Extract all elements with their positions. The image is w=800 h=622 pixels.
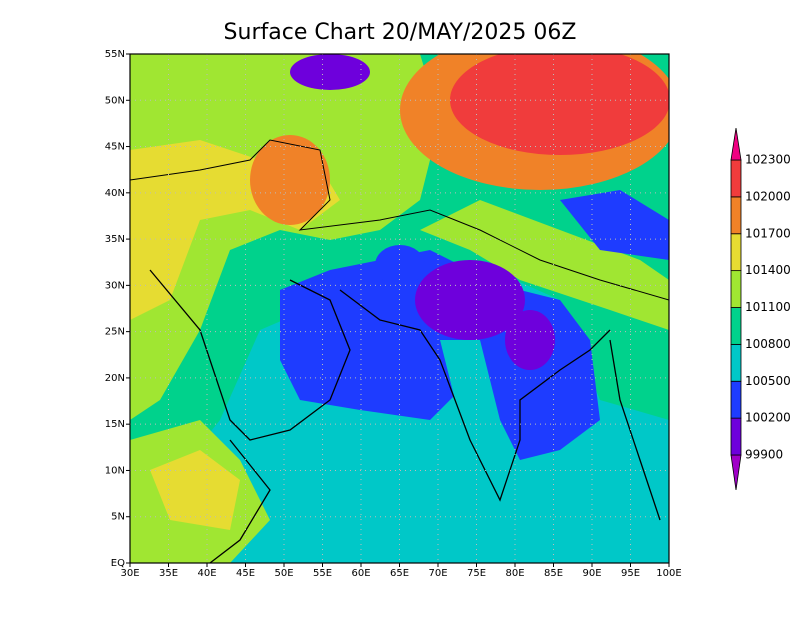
colorbar-label: 102000 xyxy=(745,189,791,203)
colorbar-label: 101100 xyxy=(745,300,791,314)
colorbar-label: 101700 xyxy=(745,226,791,240)
x-tick-label: 90E xyxy=(582,568,601,579)
y-tick-label: 55N xyxy=(105,49,125,60)
coastline xyxy=(339,289,611,502)
x-tick-label: 80E xyxy=(505,568,524,579)
chart-title: Surface Chart 20/MAY/2025 06Z xyxy=(224,20,577,45)
colorbar-box xyxy=(730,343,742,382)
colorbar-box xyxy=(730,270,742,308)
x-tick-label: 35E xyxy=(159,568,178,579)
x-tick-label: 75E xyxy=(467,568,486,579)
field-region xyxy=(420,200,669,330)
axis-ticks: 30E 35E 40E 45E 50E 55E 60E 65E 70E 75E 80E 85E 90E 9… xyxy=(105,49,682,579)
colorbar-label: 100500 xyxy=(745,374,791,388)
x-tick-label: 65E xyxy=(390,568,409,579)
field-region xyxy=(250,135,330,225)
colorbar-box xyxy=(730,417,742,456)
colorbar-box xyxy=(730,307,742,345)
x-tick-label: 70E xyxy=(428,568,447,579)
y-tick-label: 35N xyxy=(105,234,125,245)
colorbar-label: 100200 xyxy=(745,411,791,425)
coastline xyxy=(149,269,351,441)
border xyxy=(130,139,669,301)
x-tick-label: 85E xyxy=(544,568,563,579)
map-field xyxy=(130,54,669,563)
colorbar-label: 102300 xyxy=(745,153,791,167)
coastline xyxy=(209,439,271,563)
x-tick-label: 55E xyxy=(313,568,332,579)
x-tick-label: 45E xyxy=(236,568,255,579)
x-tick-label: 95E xyxy=(621,568,640,579)
field-region xyxy=(450,54,669,155)
colorbar-label: 101400 xyxy=(745,263,791,277)
field-region xyxy=(150,450,240,530)
x-tick-label: 40E xyxy=(197,568,216,579)
colorbar-box xyxy=(730,159,742,198)
colorbar-box xyxy=(730,233,742,272)
x-tick-label: 30E xyxy=(120,568,139,579)
y-tick-label: 40N xyxy=(105,188,125,199)
y-tick-label: 10N xyxy=(105,465,125,476)
y-tick-label: 30N xyxy=(105,280,125,291)
colorbar-label: 99900 xyxy=(745,448,783,462)
y-tick-label: 45N xyxy=(105,142,125,153)
y-tick-label: 20N xyxy=(105,373,125,384)
x-tick-label: 60E xyxy=(351,568,370,579)
field-region xyxy=(560,190,669,260)
x-tick-label: 100E xyxy=(656,568,681,579)
y-tick-label: 50N xyxy=(105,95,125,106)
field-region xyxy=(415,260,525,340)
y-tick-label: EQ xyxy=(111,558,125,569)
colorbar-box xyxy=(730,196,742,235)
colorbar-label: 100800 xyxy=(745,337,791,351)
y-tick-label: 5N xyxy=(111,512,125,523)
field-region xyxy=(290,54,370,90)
y-tick-label: 25N xyxy=(105,327,125,338)
field-region xyxy=(505,310,555,370)
colorbar: 99900 100200 100500 100800 101100 101400 10170… xyxy=(730,127,791,491)
y-tick-label: 15N xyxy=(105,419,125,430)
colorbar-triangle xyxy=(730,127,742,161)
field-region xyxy=(440,340,500,470)
colorbar-box xyxy=(730,380,742,419)
x-tick-label: 50E xyxy=(274,568,293,579)
colorbar-triangle xyxy=(730,454,742,491)
